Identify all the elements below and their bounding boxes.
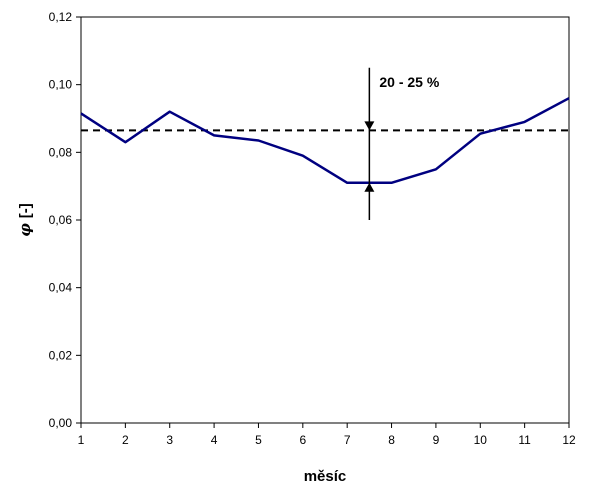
x-tick-label: 2 bbox=[122, 433, 129, 447]
x-tick-label: 1 bbox=[78, 433, 85, 447]
y-tick-label: 0,06 bbox=[49, 213, 73, 227]
y-tick-label: 0,00 bbox=[49, 416, 73, 430]
y-tick-label: 0,04 bbox=[49, 281, 73, 295]
annotation-label: 20 - 25 % bbox=[379, 74, 439, 90]
annotation-arrowhead-up bbox=[364, 182, 375, 192]
series-line bbox=[80, 97, 570, 185]
x-tick-label: 9 bbox=[433, 433, 440, 447]
y-axis-title-symbol: φ bbox=[16, 223, 34, 237]
y-tick-label: 0,02 bbox=[49, 348, 73, 362]
svg-text:φ[-]: φ [-] bbox=[16, 203, 34, 237]
x-tick-label: 12 bbox=[562, 433, 576, 447]
x-axis-title: měsíc bbox=[304, 468, 347, 485]
y-tick-label: 0,10 bbox=[49, 78, 73, 92]
y-axis-ticks: 0,00 0,02 0,04 0,06 0,08 0,10 0,12 bbox=[49, 10, 81, 430]
y-tick-label: 0,08 bbox=[49, 145, 73, 159]
annotation-group: 20 - 25 % bbox=[364, 67, 440, 220]
annotation-arrowhead-down bbox=[364, 121, 375, 131]
y-tick-label: 0,12 bbox=[49, 10, 73, 24]
series-group bbox=[80, 97, 570, 185]
plot-frame bbox=[80, 16, 570, 424]
x-axis-ticks: 1 2 3 4 5 6 7 8 9 10 11 12 bbox=[78, 423, 576, 447]
y-axis-title-unit: [-] bbox=[17, 203, 34, 218]
x-tick-label: 3 bbox=[166, 433, 173, 447]
x-tick-label: 7 bbox=[344, 433, 351, 447]
x-tick-label: 11 bbox=[518, 433, 531, 447]
y-axis-title: φ [-] bbox=[16, 203, 34, 237]
x-tick-label: 10 bbox=[474, 433, 488, 447]
x-tick-label: 8 bbox=[388, 433, 395, 447]
plot-area bbox=[80, 16, 570, 424]
x-tick-label: 6 bbox=[299, 433, 306, 447]
x-tick-label: 5 bbox=[255, 433, 262, 447]
x-tick-label: 4 bbox=[211, 433, 218, 447]
